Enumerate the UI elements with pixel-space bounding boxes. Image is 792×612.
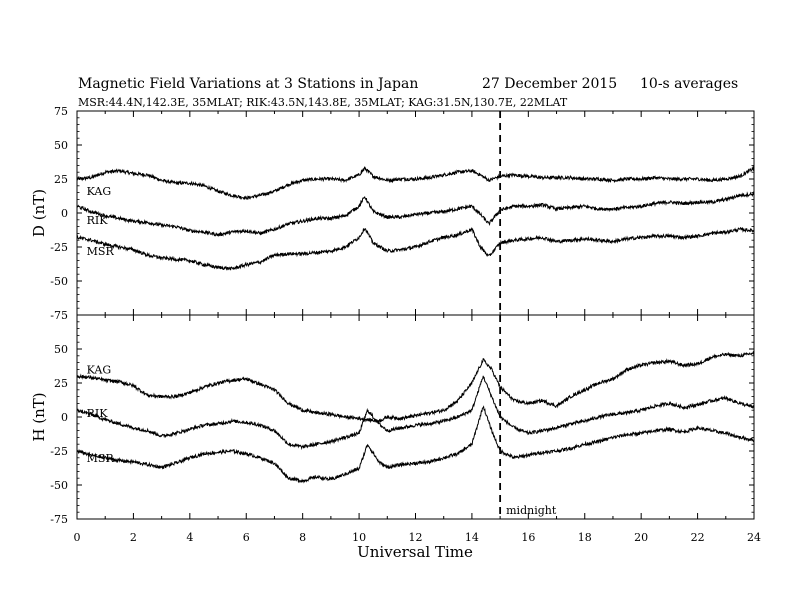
series-line-msr: [76, 405, 755, 484]
series-line-rik: [76, 191, 755, 238]
x-tick-label: 16: [521, 531, 535, 544]
y-tick-label: 0: [61, 411, 68, 424]
x-tick-label: 12: [409, 531, 423, 544]
y-tick-label: -25: [50, 241, 68, 254]
y-tick-label: 0: [61, 207, 68, 220]
x-tick-label: 22: [691, 531, 705, 544]
series-line-rik: [76, 375, 755, 451]
y-tick-label: -50: [50, 275, 68, 288]
x-tick-label: 10: [352, 531, 366, 544]
y-tick-label: -75: [50, 513, 68, 526]
x-tick-label: 0: [74, 531, 81, 544]
y-axis-label: H (nT): [30, 392, 48, 441]
series-label-rik: RIK: [87, 214, 109, 227]
x-tick-label: 14: [465, 531, 479, 544]
series-line-kag: [76, 164, 755, 201]
x-tick-label: 24: [747, 531, 761, 544]
y-tick-label: -25: [50, 445, 68, 458]
chart-date: 27 December 2015: [482, 76, 617, 92]
y-tick-label: 25: [54, 377, 68, 390]
x-tick-label: 18: [578, 531, 592, 544]
series-label-kag: KAG: [87, 185, 112, 198]
y-axis-label: D (nT): [30, 189, 48, 237]
chart-title: Magnetic Field Variations at 3 Stations …: [78, 76, 418, 92]
series-line-kag: [76, 350, 755, 425]
y-tick-label: 50: [54, 139, 68, 152]
x-tick-label: 4: [186, 531, 193, 544]
x-axis-label: Universal Time: [357, 543, 473, 561]
series-line-msr: [76, 226, 755, 271]
chart-subtitle: MSR:44.4N,142.3E, 35MLAT; RIK:43.5N,143.…: [78, 96, 568, 109]
x-tick-label: 20: [634, 531, 648, 544]
y-tick-label: 75: [54, 105, 68, 118]
series-label-msr: MSR: [87, 452, 115, 465]
y-tick-label: -75: [50, 309, 68, 322]
plot-area: 75 50 25 0 -25 -50 -75 D (nT) KAG RIK MSR 50 25 0 -25 -…: [30, 105, 761, 544]
series-label-kag: KAG: [87, 363, 112, 376]
y-tick-label: 50: [54, 343, 68, 356]
panel-2: 50 25 0 -25 -50 -75 H (nT) KAG RIK MSR: [30, 314, 755, 526]
y-tick-label: 25: [54, 173, 68, 186]
y-tick-label: -50: [50, 479, 68, 492]
series-label-rik: RIK: [87, 407, 109, 420]
x-tick-label: 8: [299, 531, 306, 544]
chart-averaging: 10-s averages: [640, 76, 738, 92]
panel-1: 75 50 25 0 -25 -50 -75 D (nT) KAG RIK MSR: [30, 105, 755, 322]
x-tick-label: 2: [130, 531, 137, 544]
series-label-msr: MSR: [87, 245, 115, 258]
x-tick-label: 6: [243, 531, 250, 544]
midnight-marker-label: midnight: [506, 504, 557, 517]
